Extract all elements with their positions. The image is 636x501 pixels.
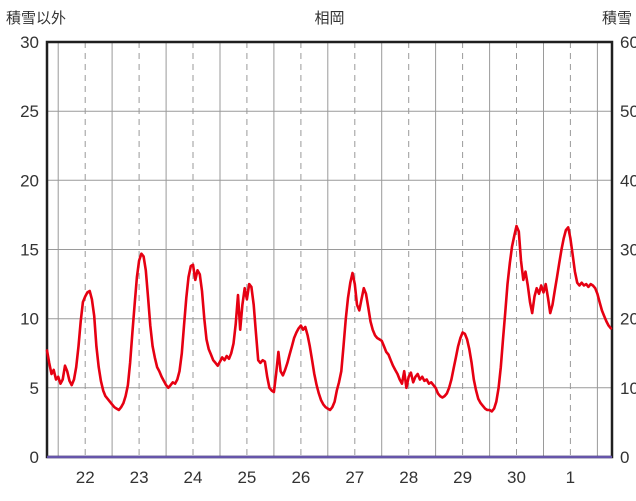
y-left-tick-label: 25 <box>20 102 39 121</box>
x-tick-label: 23 <box>130 468 149 487</box>
x-tick-label: 25 <box>237 468 256 487</box>
x-tick-label: 22 <box>76 468 95 487</box>
y-left-tick-label: 15 <box>20 241 39 260</box>
x-tick-label: 29 <box>453 468 472 487</box>
y-left-tick-label: 5 <box>30 379 39 398</box>
y-left-tick-label: 20 <box>20 171 39 190</box>
x-tick-label: 26 <box>291 468 310 487</box>
y-right-tick-label: 30 <box>620 241 636 260</box>
temp-series-line <box>45 224 613 413</box>
y-left-tick-label: 30 <box>20 33 39 52</box>
grid-lines <box>47 42 612 457</box>
x-tick-label: 30 <box>507 468 526 487</box>
left-axis-title: 積雪以外 <box>6 10 67 27</box>
y-right-tick-label: 20 <box>620 310 636 329</box>
y-right-tick-label: 0 <box>620 448 629 467</box>
y-right-tick-label: 10 <box>620 379 636 398</box>
chart-title: 相岡 <box>314 10 345 27</box>
y-left-tick-label: 10 <box>20 310 39 329</box>
y-right-tick-label: 40 <box>620 171 636 190</box>
right-axis-title: 積雪 <box>601 10 632 27</box>
x-tick-label: 1 <box>566 468 575 487</box>
x-tick-label: 27 <box>345 468 364 487</box>
y-right-tick-label: 60 <box>620 33 636 52</box>
y-right-tick-label: 50 <box>620 102 636 121</box>
y-left-tick-label: 0 <box>30 448 39 467</box>
x-tick-label: 28 <box>399 468 418 487</box>
x-tick-label: 24 <box>184 468 203 487</box>
axis-labels: 0 5 10 15 20 25 30 0 10 20 30 40 50 60 22 23 24 25 26 27 28 2… <box>20 33 636 487</box>
